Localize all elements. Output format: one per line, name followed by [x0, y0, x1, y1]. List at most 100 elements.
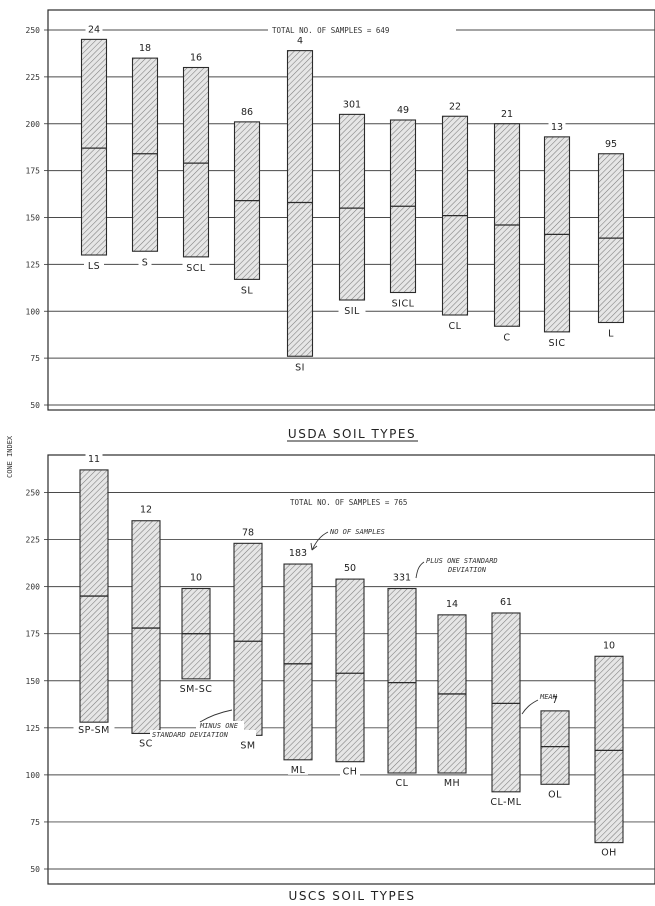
uscs-category-label-cl: CL	[396, 778, 409, 789]
usda-count-bg-ls	[85, 23, 103, 35]
uscs-bar-group-ol: 7 OL	[540, 693, 570, 800]
uscs-count-bg-sm-sc	[187, 571, 205, 583]
usda-count-label-si: 4	[297, 36, 303, 47]
usda-bar-group-si: 4 SI	[286, 34, 314, 373]
uscs-category-bg-oh	[599, 846, 619, 858]
uscs-bar-group-mh: 14 MH	[437, 597, 467, 789]
uscs-category-label-oh: OH	[601, 848, 617, 859]
usda-bar-s	[131, 57, 159, 252]
usda-count-bg-cl	[446, 100, 464, 112]
usda-tick-label-100: 100	[26, 307, 41, 316]
uscs-count-label-sp-sm: 11	[88, 454, 100, 465]
uscs-count-label-sm-sc: 10	[190, 573, 202, 584]
uscs-tick-label-50: 50	[30, 865, 40, 874]
usda-bar-group-sicl: 49 SICL	[386, 104, 420, 310]
usda-count-bg-sic	[548, 120, 566, 132]
usda-count-label-c: 21	[501, 109, 513, 120]
usda-y-ticks: 50 75 100 125 150 175 200 225 250	[26, 26, 48, 410]
uscs-category-bg-sc	[136, 737, 156, 749]
usda-count-label-sil: 301	[343, 99, 361, 110]
uscs-count-label-mh: 14	[446, 599, 458, 610]
uscs-bar-ol	[540, 710, 570, 785]
uscs-caption: USCS SOIL TYPES	[289, 889, 416, 903]
uscs-panel: 50 75 100 125 150 175 200 225 250 11 SP-SM 12 SC 10 S…	[26, 452, 655, 885]
usda-tick-label-50: 50	[30, 401, 40, 410]
uscs-category-label-cl-ml: CL-ML	[490, 797, 521, 808]
usda-bar-group-sl: 86 SL	[233, 105, 261, 296]
usda-category-label-scl: SCL	[186, 263, 206, 274]
uscs-category-label-sm-sc: SM-SC	[180, 684, 213, 695]
annot-samples-arrowhead	[310, 542, 318, 551]
uscs-count-bg-ch	[341, 562, 359, 574]
uscs-bar-group-cl-ml: 61 CL-ML	[485, 595, 527, 808]
usda-count-bg-sl	[238, 105, 256, 117]
annot-plus-sd-bg	[424, 556, 516, 576]
usda-category-bg-sic	[543, 336, 571, 348]
usda-category-bg-c	[500, 331, 514, 343]
uscs-count-bg-cl	[390, 571, 414, 583]
usda-category-label-cl: CL	[449, 321, 462, 332]
usda-category-label-sl: SL	[241, 285, 254, 296]
uscs-bars: 11 SP-SM 12 SC 10 SM-SC 78 SM 183 ML 50 CH 331 CL 14 MH…	[73, 452, 624, 859]
usda-bar-group-sil: 301 SIL	[338, 98, 366, 317]
usda-tick-label-175: 175	[26, 167, 41, 176]
uscs-count-label-sc: 12	[140, 505, 152, 516]
annot-samples-label: NO OF SAMPLES	[329, 528, 385, 536]
usda-category-bg-si	[290, 361, 310, 373]
usda-category-bg-cl	[445, 320, 465, 331]
usda-tick-label-75: 75	[30, 354, 40, 363]
usda-count-bg-c	[498, 107, 516, 119]
usda-count-label-l: 95	[605, 139, 617, 150]
uscs-bar-cl-ml	[491, 612, 521, 793]
usda-note-bg	[268, 23, 456, 37]
annot-samples-arrow	[311, 531, 329, 551]
usda-count-label-sic: 13	[551, 122, 563, 133]
uscs-tick-label-250: 250	[26, 489, 41, 498]
usda-category-bg-sl	[237, 284, 257, 296]
usda-bar-ls	[80, 38, 108, 256]
usda-category-bg-scl	[182, 261, 210, 273]
usda-count-bg-sicl	[394, 104, 412, 115]
uscs-tick-label-200: 200	[26, 583, 41, 592]
annot-minus-sd-bg1	[196, 721, 244, 730]
annot-minus-sd-line2: STANDARD DEVIATION	[152, 731, 229, 739]
uscs-bar-group-sm: 78 SM	[233, 526, 263, 751]
annot-plus-sd-line1: PLUS ONE STANDARD	[426, 557, 498, 565]
usda-count-bg-si	[294, 34, 306, 46]
uscs-category-bg-ch	[340, 765, 360, 777]
uscs-bar-group-ml: 183 ML	[283, 547, 313, 776]
uscs-count-label-ch: 50	[344, 563, 356, 574]
uscs-category-label-ml: ML	[291, 765, 306, 776]
uscs-category-label-ol: OL	[548, 789, 562, 800]
uscs-note-bg	[286, 495, 464, 509]
usda-category-label-s: S	[142, 257, 149, 268]
uscs-bar-group-sm-sc: 10 SM-SC	[175, 571, 217, 695]
uscs-bar-cl	[387, 587, 417, 774]
uscs-count-bg-sc	[137, 503, 155, 515]
uscs-total-samples-note: TOTAL NO. OF SAMPLES = 765	[290, 498, 407, 507]
uscs-category-bg-cl	[392, 776, 412, 788]
uscs-tick-label-150: 150	[26, 677, 41, 686]
usda-panel: 50 75 100 125 150 175 200 225 250 24 LS 18 S 16 SCL 86…	[26, 9, 655, 411]
usda-bar-group-s: 18 S	[131, 42, 159, 268]
usda-category-bg-sicl	[386, 297, 420, 309]
uscs-tick-label-225: 225	[26, 536, 41, 545]
usda-category-label-ls: LS	[88, 261, 100, 272]
annot-minus-sd-bg2	[150, 730, 256, 739]
usda-category-bg-l	[604, 327, 618, 339]
uscs-bar-group-cl: 331 CL	[387, 571, 417, 789]
uscs-tick-label-125: 125	[26, 724, 41, 733]
uscs-count-bg-mh	[443, 597, 461, 609]
usda-count-bg-sil	[340, 98, 364, 110]
usda-total-samples-note: TOTAL NO. OF SAMPLES = 649	[272, 26, 389, 35]
uscs-bar-ch	[335, 578, 365, 763]
annot-mean-arrow	[521, 699, 539, 715]
usda-bar-group-scl: 16 SCL	[182, 51, 210, 274]
usda-count-bg-scl	[187, 51, 205, 63]
usda-bar-group-l: 95 L	[597, 137, 625, 340]
uscs-category-bg-sm-sc	[175, 682, 217, 694]
uscs-category-bg-sm	[238, 739, 258, 751]
usda-bar-group-c: 21 C	[493, 107, 521, 343]
usda-category-label-c: C	[503, 332, 510, 343]
uscs-count-bg-ml	[286, 547, 310, 559]
